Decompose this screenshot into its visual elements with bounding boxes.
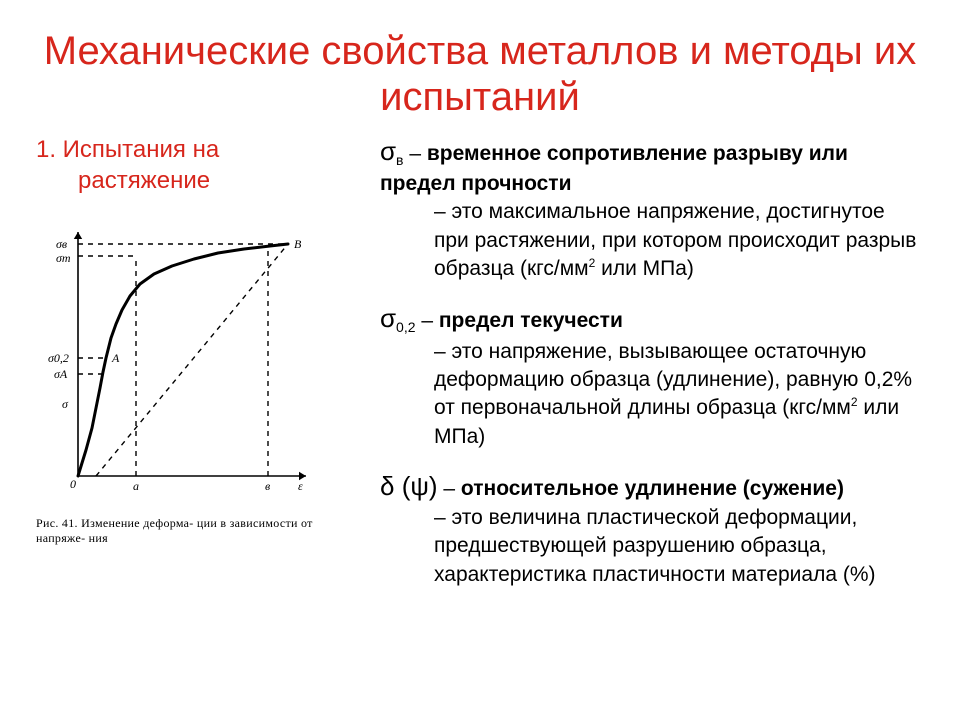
svg-text:σт: σт xyxy=(56,251,71,265)
definition-sigma-02: σ0,2 – предел текучести – это напряжение… xyxy=(380,301,924,450)
term-delta: относительное удлинение (сужение) xyxy=(461,477,844,500)
symbol-delta: δ (ψ) xyxy=(380,471,438,501)
svg-text:σА: σА xyxy=(54,367,68,381)
stress-strain-figure: σвσт σ0,2 σА a в A B 0 ε σ Рис. 41. Изменение деф… xyxy=(36,218,326,546)
dash: – xyxy=(438,477,461,500)
subscript-02: 0,2 xyxy=(396,320,415,336)
text-sigma-02: – это напряжение, вызывающее остаточную … xyxy=(434,340,912,420)
term-sigma-v: временное сопротивление разрыву или пред… xyxy=(380,142,848,195)
tail-sigma-v: или МПа) xyxy=(595,257,694,280)
figure-caption: Рис. 41. Изменение деформа- ции в зависи… xyxy=(36,516,326,546)
section-heading: 1. Испытания на растяжение xyxy=(36,134,356,196)
definition-delta: δ (ψ) – относительное удлинение (сужение… xyxy=(380,469,924,589)
svg-text:σ0,2: σ0,2 xyxy=(48,351,69,365)
svg-text:A: A xyxy=(111,351,120,365)
svg-text:0: 0 xyxy=(70,477,76,491)
symbol-sigma-v: σ xyxy=(380,136,396,166)
page-title: Механические свойства металлов и методы … xyxy=(36,28,924,120)
svg-text:B: B xyxy=(294,237,302,251)
symbol-sigma-02: σ xyxy=(380,303,396,333)
svg-text:σ: σ xyxy=(62,397,69,411)
subhead-line1: 1. Испытания на xyxy=(36,136,219,163)
dash: – xyxy=(416,309,439,332)
svg-text:ε: ε xyxy=(298,479,303,493)
dash: – xyxy=(403,142,426,165)
term-sigma-02: предел текучести xyxy=(439,309,623,332)
text-delta: – это величина пластической деформации, … xyxy=(380,504,924,589)
svg-text:a: a xyxy=(133,479,139,493)
stress-strain-chart: σвσт σ0,2 σА a в A B 0 ε σ xyxy=(36,218,326,508)
sup-2: 2 xyxy=(851,395,858,409)
svg-text:в: в xyxy=(265,479,270,493)
svg-text:σв: σв xyxy=(56,237,67,251)
definition-sigma-v: σв – временное сопротивление разрыву или… xyxy=(380,134,924,283)
subhead-line2: растяжение xyxy=(36,165,356,196)
